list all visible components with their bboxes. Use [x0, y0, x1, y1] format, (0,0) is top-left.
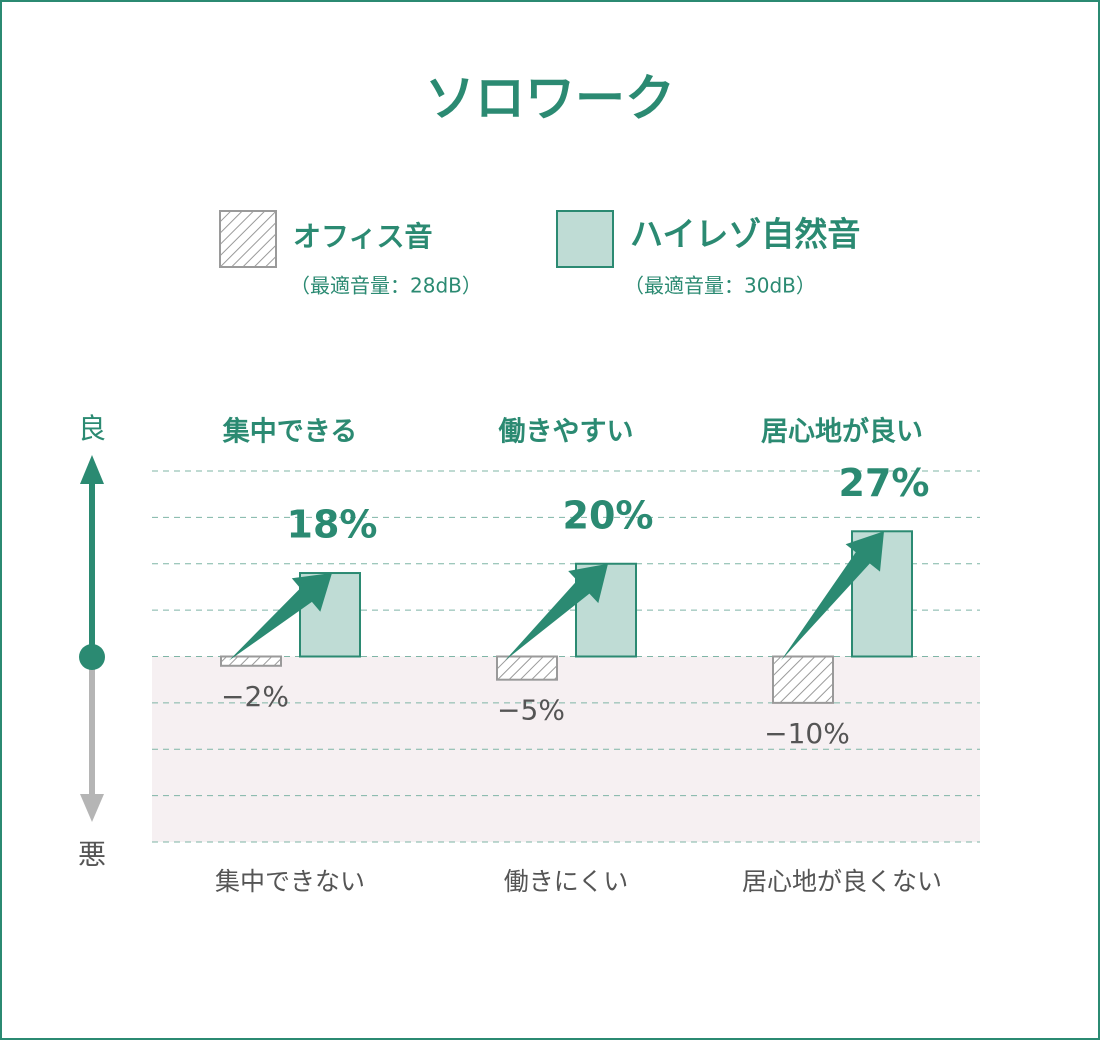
bad-label: 悪: [78, 838, 106, 871]
bar: [496, 655, 558, 681]
category-label: 働きやすい: [499, 417, 634, 448]
legend-label: オフィス音: [293, 220, 432, 253]
bad-arrow-head: [80, 794, 104, 822]
legend-swatch: [219, 210, 277, 268]
negative-category-label: 居心地が良くない: [742, 867, 942, 896]
bar: [220, 655, 282, 667]
value-label: 27%: [839, 461, 930, 505]
good-arrow-head: [80, 455, 104, 484]
legend-swatch: [556, 210, 614, 268]
value-label: −2%: [221, 680, 289, 713]
value-label: −10%: [764, 717, 850, 750]
negative-category-label: 集中できない: [215, 867, 365, 896]
origin-dot: [79, 644, 105, 670]
legend-note: （最適音量：28dB）: [290, 274, 482, 298]
legend-note: （最適音量：30dB）: [624, 274, 816, 298]
trend-arrow: [229, 573, 332, 661]
value-label: 18%: [287, 503, 378, 547]
category-label: 集中できる: [222, 416, 357, 448]
bar: [772, 655, 834, 704]
chart-title: ソロワーク: [425, 70, 675, 128]
value-label: −5%: [497, 694, 565, 727]
value-label: 20%: [563, 493, 654, 537]
good-label: 良: [78, 412, 106, 445]
negative-category-label: 働きにくい: [504, 867, 629, 896]
legend-label: ハイレゾ自然音: [630, 215, 860, 254]
trend-arrow: [781, 531, 884, 661]
trend-arrow: [505, 563, 608, 661]
category-label: 居心地が良い: [761, 416, 923, 448]
